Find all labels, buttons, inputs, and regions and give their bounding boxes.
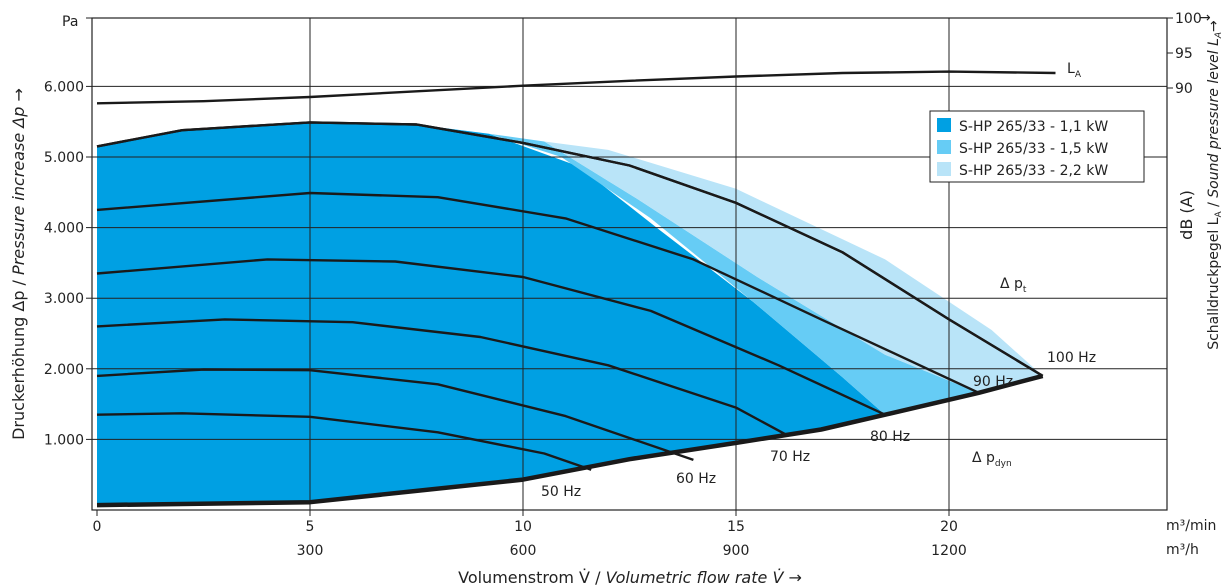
legend: S-HP 265/33 - 1,1 kW S-HP 265/33 - 1,5 k… (929, 110, 1145, 183)
sound-level-curve (96, 70, 1056, 105)
y2-axis-unit: dB (A) (1177, 190, 1196, 240)
y2-axis-arrow: → (1199, 10, 1211, 26)
x-axis-title-italic: Volumetric flow rate V̇ → (606, 568, 802, 587)
x-tick-label-bottom: 300 (297, 543, 324, 559)
x-tick-label-top: 10 (514, 519, 532, 535)
pressure-dynamic-label-main: Δ p (972, 450, 995, 466)
y2-axis-title-italic-sub: A (1214, 32, 1224, 39)
pressure-dynamic-label-sub: dyn (995, 459, 1012, 469)
speed-label-80-hz: 80 Hz (870, 429, 910, 445)
y2-axis-title-arrow: → (1206, 20, 1222, 32)
y-tick-label: 4.000 (44, 221, 84, 237)
x-axis-unit-top: m³/min (1166, 518, 1216, 534)
speed-curve-60-hz (96, 368, 694, 462)
y2-tick-label: 100 (1175, 11, 1202, 27)
pressure-dynamic-label: Δ pdyn (972, 450, 1012, 469)
speed-label-60-hz: 60 Hz (676, 471, 716, 487)
legend-box (929, 110, 1145, 183)
y-axis-unit: Pa (62, 14, 78, 30)
pressure-total-label: Δ pt (1000, 276, 1027, 295)
y-axis-title: Druckerhöhung Δp / Pressure increase Δp … (9, 88, 28, 440)
x-tick-label-top: 5 (306, 519, 315, 535)
legend-label-1: S-HP 265/33 - 1,1 kW (959, 119, 1108, 135)
x-axis-title-plain: Volumenstrom V̇ / (458, 568, 605, 587)
legend-label-3: S-HP 265/33 - 2,2 kW (959, 163, 1108, 179)
sound-level-label: LA (1067, 61, 1082, 80)
y2-axis-title-italic: Sound pressure level L (1206, 38, 1222, 198)
legend-swatch-1 (937, 118, 951, 132)
region-s-hp-265-33-2-2-kw (544, 141, 1043, 393)
y2-axis-title-sub: A (1214, 211, 1224, 218)
y-tick-label: 1.000 (44, 432, 84, 448)
y2-axis-title-sep: / (1206, 198, 1222, 212)
x-tick-label-top: 15 (727, 519, 745, 535)
y-tick-label: 2.000 (44, 362, 84, 378)
speed-label-100-hz: 100 Hz (1047, 350, 1096, 366)
sound-level-label-sub: A (1075, 70, 1082, 80)
x-tick-label-bottom: 1200 (931, 543, 967, 559)
plot-frame (91, 17, 1168, 511)
speed-curves: 50 Hz 60 Hz 70 Hz 80 Hz 90 Hz 100 Hz (96, 70, 1096, 508)
speed-label-90-hz: 90 Hz (973, 374, 1013, 390)
y2-axis-title-plain: Schalldruckpegel L (1206, 217, 1222, 349)
x-tick-label-bottom: 900 (723, 543, 750, 559)
grid-lines (92, 18, 1167, 510)
speed-curve-50-hz (96, 412, 592, 471)
speed-curve-80-hz (96, 258, 886, 416)
pressure-total-label-main: Δ p (1000, 276, 1023, 292)
speed-curve-90-hz (96, 191, 980, 394)
envelope-curve (96, 121, 1044, 377)
sound-level-label-main: L (1067, 61, 1075, 77)
power-regions (97, 122, 1043, 506)
speed-label-70-hz: 70 Hz (770, 449, 810, 465)
speed-curve-70-hz (96, 318, 788, 437)
x-axis-title: Volumenstrom V̇ / Volumetric flow rate V… (458, 568, 802, 587)
dynamic-pressure-curve (96, 373, 1044, 508)
x-tick-label-top: 0 (93, 519, 102, 535)
y-tick-label: 6.000 (44, 79, 84, 95)
legend-swatch-2 (937, 140, 951, 154)
y2-tick-label: 90 (1175, 81, 1193, 97)
y-axis-title-italic: Pressure increase Δp → (9, 88, 28, 275)
x-tick-label-top: 20 (940, 519, 958, 535)
x-tick-label-bottom: 600 (510, 543, 537, 559)
legend-label-2: S-HP 265/33 - 1,5 kW (959, 141, 1108, 157)
y-axis-title-plain: Druckerhöhung Δp / (9, 275, 28, 440)
y2-axis-title: Schalldruckpegel LA / Sound pressure lev… (1206, 20, 1224, 350)
axis-ticks: 1.000 2.000 3.000 4.000 5.000 6.000 90 95 100→ 0 5… (44, 10, 1211, 559)
legend-swatch-3 (937, 162, 951, 176)
region-s-hp-265-33-1-1-kw (97, 122, 886, 506)
y-tick-label: 3.000 (44, 291, 84, 307)
y2-tick-label: 95 (1175, 46, 1193, 62)
region-s-hp-265-33-1-5-kw (488, 133, 979, 415)
pressure-total-label-sub: t (1023, 285, 1027, 295)
y-tick-label: 5.000 (44, 150, 84, 166)
speed-label-50-hz: 50 Hz (541, 484, 581, 500)
x-axis-unit-bottom: m³/h (1166, 542, 1199, 558)
